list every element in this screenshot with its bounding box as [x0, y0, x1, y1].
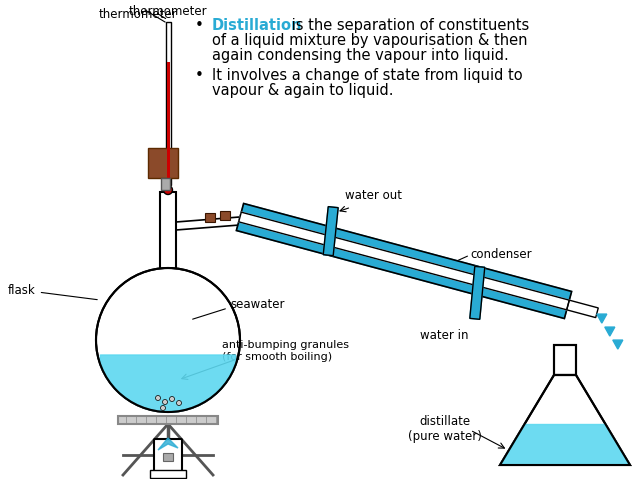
FancyBboxPatch shape [154, 439, 182, 476]
Text: flask: flask [8, 284, 97, 300]
Text: anti-bumping granules
(for smooth boiling): anti-bumping granules (for smooth boilin… [222, 340, 349, 362]
Polygon shape [470, 266, 485, 319]
Bar [166, 22, 171, 185]
Text: is the separation of constituents: is the separation of constituents [287, 18, 530, 33]
Text: vapour & again to liquid.: vapour & again to liquid. [212, 82, 394, 98]
Text: again condensing the vapour into liquid.: again condensing the vapour into liquid. [212, 48, 508, 63]
Polygon shape [100, 355, 235, 412]
Text: of a liquid mixture by vapourisation & then: of a liquid mixture by vapourisation & t… [212, 33, 528, 48]
Bar [205, 213, 215, 222]
Bar [167, 62, 170, 185]
Text: water out: water out [345, 189, 402, 202]
Text: seawater: seawater [230, 298, 285, 311]
Text: thermometer: thermometer [129, 5, 207, 18]
Polygon shape [239, 212, 569, 310]
Polygon shape [236, 204, 572, 319]
Text: condenser: condenser [470, 249, 531, 262]
Polygon shape [158, 438, 178, 450]
Bar [554, 345, 576, 375]
Polygon shape [567, 300, 598, 318]
Circle shape [96, 268, 240, 412]
Text: •: • [195, 68, 204, 82]
Circle shape [161, 406, 165, 411]
Bar [220, 211, 230, 220]
Text: Distillation: Distillation [212, 18, 302, 33]
Bar [161, 178, 170, 190]
Text: thermometer: thermometer [99, 8, 177, 21]
Bar [160, 192, 176, 276]
Circle shape [177, 400, 181, 406]
Bar [163, 453, 173, 461]
Polygon shape [605, 327, 615, 336]
Text: It involves a change of state from liquid to: It involves a change of state from liqui… [212, 68, 523, 82]
Bar [150, 470, 186, 478]
Bar [148, 148, 178, 178]
Text: distillate
(pure water): distillate (pure water) [408, 415, 482, 443]
Polygon shape [323, 206, 338, 256]
Polygon shape [597, 314, 607, 323]
Bar [554, 345, 576, 375]
Text: water in: water in [420, 329, 468, 342]
Polygon shape [500, 375, 630, 465]
Polygon shape [500, 424, 630, 465]
Ellipse shape [163, 185, 172, 194]
Text: •: • [195, 18, 204, 33]
Circle shape [170, 397, 175, 401]
Polygon shape [613, 340, 623, 349]
Circle shape [163, 399, 168, 404]
Circle shape [156, 396, 161, 400]
Bar [118, 416, 218, 424]
